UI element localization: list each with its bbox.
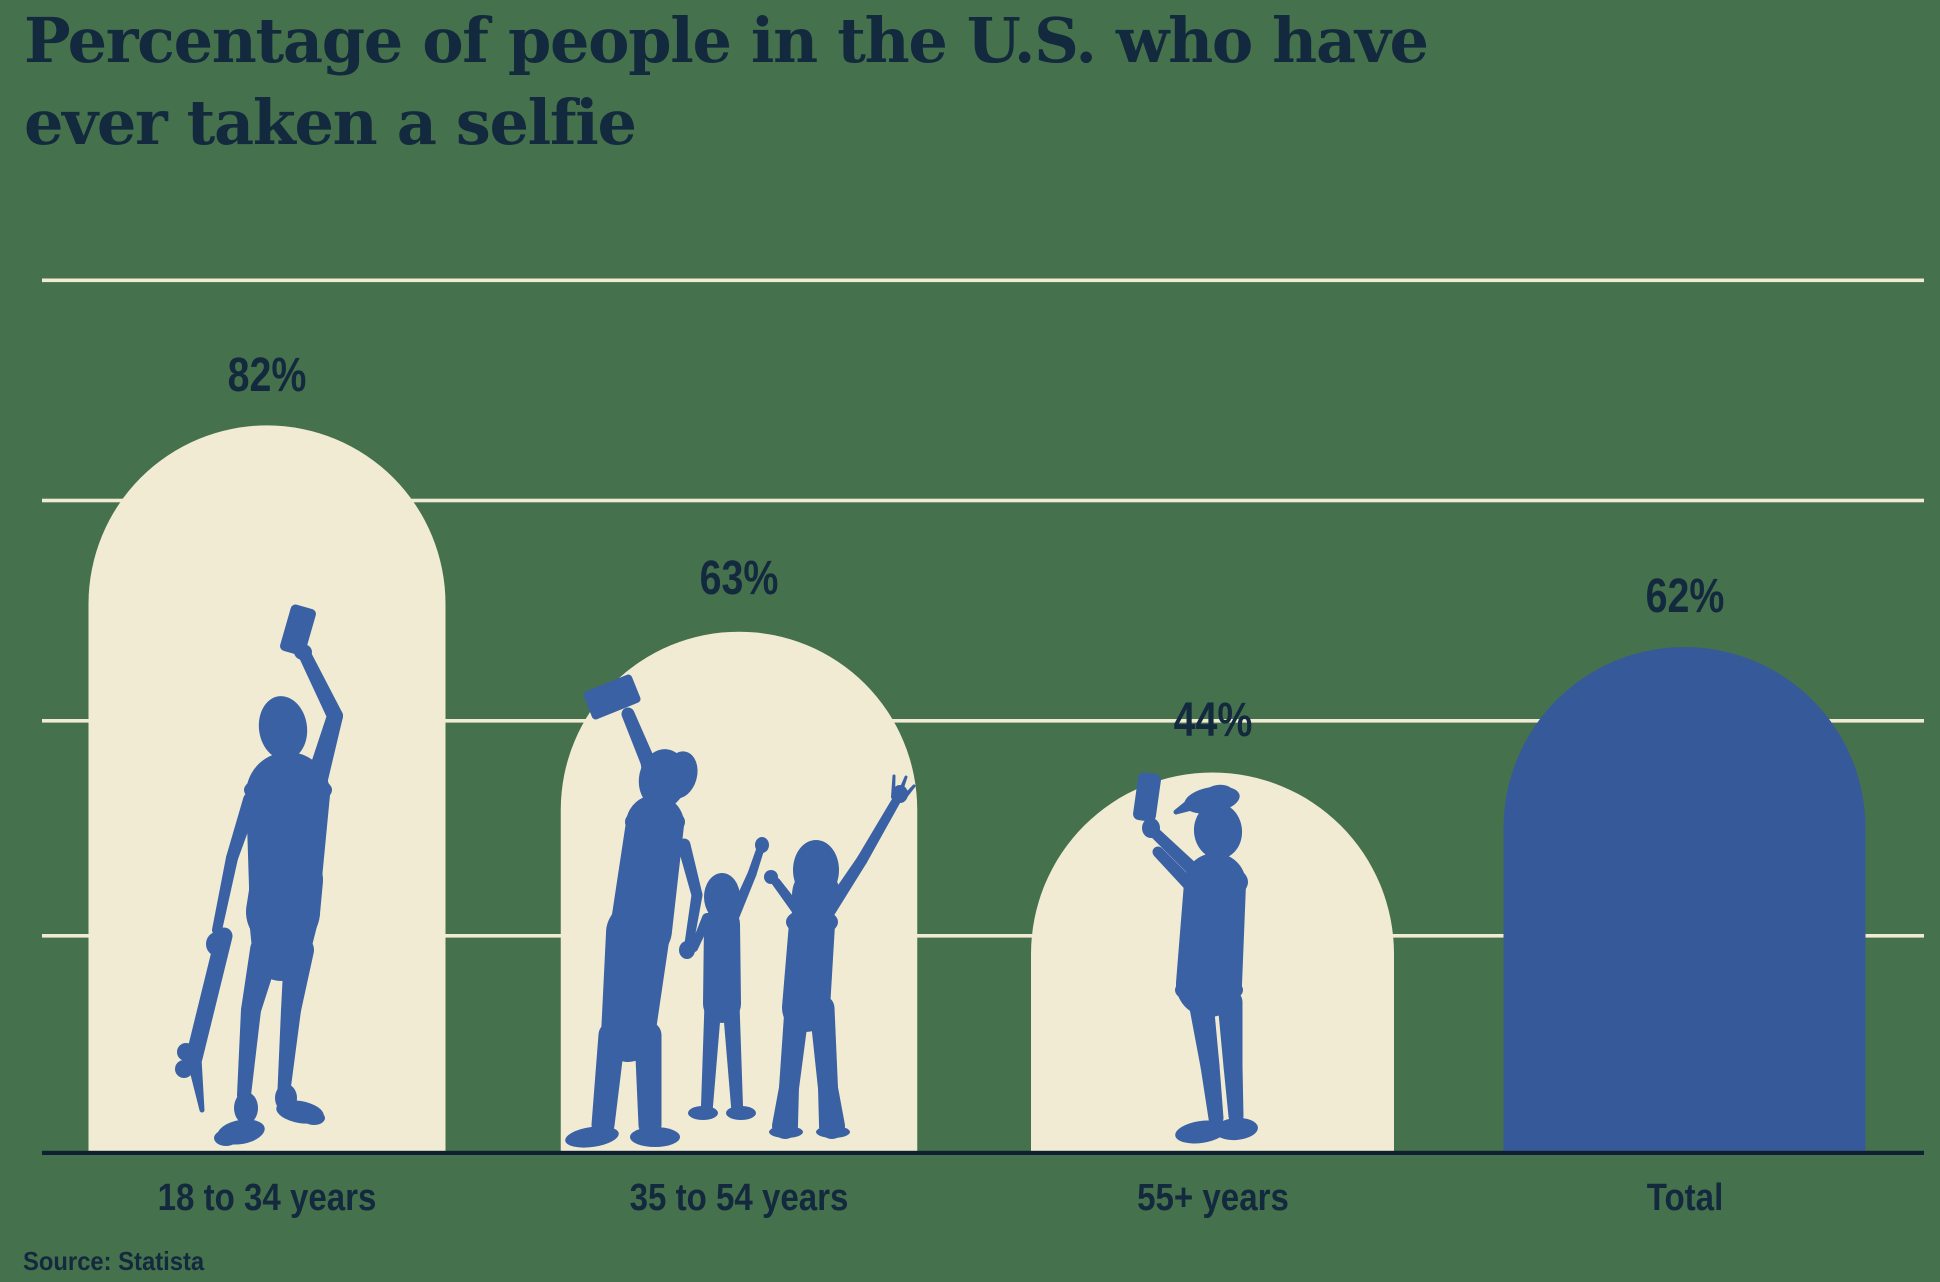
silhouette-family-selfie-part [747,846,764,879]
silhouette-older-man-selfie-part [1217,989,1243,1076]
silhouette-older-man-selfie-icon [1133,772,1258,1144]
silhouette-family-selfie-part [621,707,656,770]
silhouette-family-selfie-part [630,1127,680,1147]
category-label-55-plus: 55+ years [1136,1177,1289,1220]
silhouette-young-man-selfie-skateboard-part [212,852,238,935]
silhouette-young-man-selfie-skateboard-part [214,1130,238,1146]
silhouette-young-man-selfie-skateboard-part [280,604,316,656]
silhouette-family-selfie-part [565,1126,619,1148]
silhouette-family-selfie-part [662,751,698,799]
chart-title-line1: Percentage of people in the U.S. who hav… [24,4,1429,77]
bars [88,425,1866,1152]
silhouette-family-selfie-part [856,796,901,866]
silhouette-family-selfie-part [809,995,838,1099]
silhouette-family-selfie-part [755,837,769,853]
silhouette-family-selfie-part [816,1126,850,1138]
gridline-20pct [42,934,1924,938]
silhouette-older-man-selfie-part [1133,772,1161,822]
silhouette-young-man-selfie-skateboard-part [241,935,280,1020]
silhouette-older-man-selfie-part [1175,1120,1227,1144]
silhouette-older-man-selfie-part [1200,1056,1224,1126]
silhouette-family-selfie-part [634,1021,662,1137]
silhouette-family-selfie-part [819,854,868,922]
silhouette-young-man-selfie-skateboard-part [277,999,301,1097]
silhouette-older-man-selfie-part [1214,1117,1258,1141]
value-label-55-plus: 44% [1173,694,1252,748]
silhouette-older-man-selfie-part [1173,800,1194,815]
silhouettes [175,604,1258,1148]
silhouette-young-man-selfie-skateboard-part [298,648,343,724]
gridline-80pct [42,278,1924,283]
silhouette-family-selfie-part [701,995,722,1112]
silhouette-family-selfie-part [591,1021,626,1137]
source-note: Source: Statista [23,1246,205,1276]
silhouette-young-man-selfie-skateboard-part [280,935,314,1020]
silhouette-older-man-selfie-part [1193,803,1243,859]
gridline-40pct [42,719,1924,723]
silhouette-older-man-selfie-part [1203,784,1233,804]
silhouette-family-selfie-icon [565,674,916,1148]
silhouette-family-selfie-part [722,995,743,1112]
gridlines [42,278,1924,938]
category-label-18-to-34: 18 to 34 years [157,1177,377,1220]
silhouette-family-selfie-part [677,838,703,901]
x-axis-baseline [42,1150,1924,1155]
silhouette-family-selfie-part [899,784,916,803]
chart-title: Percentage of people in the U.S. who hav… [24,0,1429,164]
silhouette-family-selfie-part [769,1126,803,1138]
silhouette-family-selfie-part [601,901,670,1062]
silhouette-family-selfie-part [772,1078,799,1139]
silhouette-family-selfie-part [728,869,757,922]
silhouette-young-man-selfie-skateboard-part [237,1000,261,1102]
bar-total [1503,647,1866,1152]
value-label-35-to-54: 63% [699,551,779,605]
silhouette-young-man-selfie-skateboard-part [258,696,308,760]
silhouette-young-man-selfie-skateboard-part [175,1060,193,1078]
silhouette-family-selfie-part [779,995,810,1098]
silhouette-older-man-selfie-part [1188,989,1220,1076]
silhouette-older-man-selfie-part [1223,1056,1244,1124]
silhouette-young-man-selfie-skateboard-part [234,1092,258,1124]
gridline-60pct [42,498,1924,503]
silhouette-young-man-selfie-skateboard-icon [175,604,343,1146]
silhouette-young-man-selfie-skateboard-part [177,1043,195,1061]
silhouette-family-selfie-part [703,906,741,1023]
value-label-18-to-34: 82% [227,349,307,403]
silhouette-family-selfie-part [891,774,896,799]
silhouette-young-man-selfie-skateboard-part [303,1111,325,1125]
silhouette-young-man-selfie-skateboard-part [226,791,259,864]
silhouette-family-selfie-part [726,1106,756,1120]
category-label-35-to-54: 35 to 54 years [629,1177,849,1220]
silhouette-young-man-selfie-skateboard-part [185,927,233,1067]
silhouette-family-selfie-part [818,1078,845,1139]
value-label-total: 62% [1645,570,1724,624]
silhouette-family-selfie-part [583,674,641,720]
silhouette-family-selfie-part [688,1106,718,1120]
chart-title-line2: ever taken a selfie [24,86,637,159]
category-label-total: Total [1646,1177,1723,1220]
silhouette-family-selfie-part [895,775,908,801]
silhouette-older-man-selfie-part [1176,852,1246,1018]
silhouette-family-selfie-part [684,889,703,949]
silhouette-family-selfie-part [764,870,778,884]
